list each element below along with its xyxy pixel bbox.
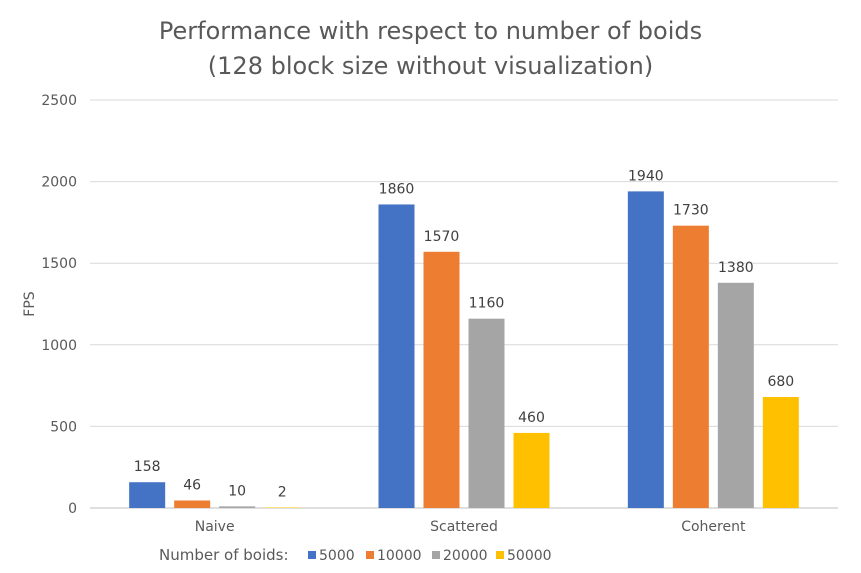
x-tick-label: Coherent [681,519,746,535]
bar-50000 [513,432,550,508]
bar-5000 [378,204,415,508]
data-label: 1380 [718,260,754,276]
legend-title: Number of boids: [159,546,289,564]
data-label: 1860 [379,181,415,197]
y-tick-label: 500 [50,419,77,435]
legend-label-50000: 50000 [507,548,552,564]
y-tick-label: 0 [68,501,77,517]
data-label: 2 [278,485,287,501]
data-label: 1940 [628,168,664,184]
data-label: 1570 [424,229,460,245]
x-tick-label: Naive [195,519,235,535]
chart-subtitle: (128 block size without visualization) [207,52,654,80]
data-label: 460 [518,410,545,426]
bar-5000 [627,191,664,508]
y-tick-label: 2000 [41,175,77,191]
bar-50000 [264,507,301,508]
data-label: 1160 [469,296,505,312]
bar-20000 [717,282,754,508]
data-label: 10 [228,483,246,499]
bar-10000 [672,225,709,508]
bar-20000 [219,506,256,508]
bar-10000 [423,251,460,508]
data-label: 46 [183,477,201,493]
legend-label-10000: 10000 [377,548,422,564]
legend-swatch-50000 [496,551,504,559]
bar-5000 [129,482,166,508]
legend-swatch-5000 [308,551,316,559]
y-tick-label: 1000 [41,338,77,354]
bar-50000 [762,397,799,508]
legend-label-5000: 5000 [319,548,355,564]
bar-20000 [468,318,505,508]
x-tick-label: Scattered [430,519,498,535]
y-axis-label: FPS [22,291,38,316]
data-label: 680 [767,374,794,390]
chart-title: Performance with respect to number of bo… [158,17,703,45]
legend-swatch-20000 [432,551,440,559]
bar-10000 [174,500,211,508]
y-tick-label: 1500 [41,256,77,272]
legend-swatch-10000 [366,551,374,559]
y-tick-label: 2500 [41,93,77,109]
legend-label-20000: 20000 [443,548,488,564]
data-label: 158 [134,459,161,475]
data-label: 1730 [673,203,709,219]
